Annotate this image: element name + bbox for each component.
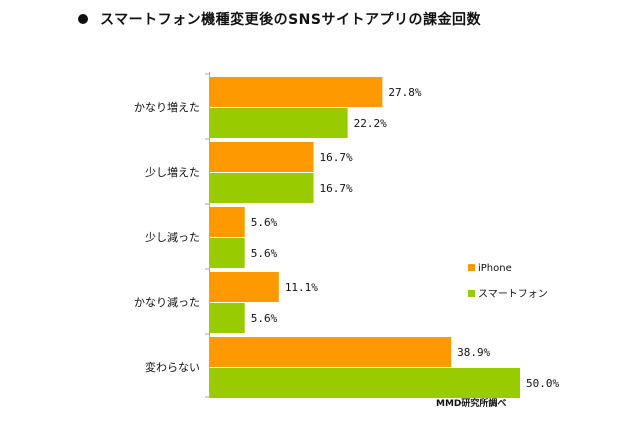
- bar-smartphone: [210, 303, 245, 333]
- data-label: 16.7%: [320, 182, 353, 195]
- bar-smartphone: [210, 108, 348, 138]
- data-label: 27.8%: [388, 86, 421, 99]
- chart-title: スマートフォン機種変更後のSNSサイトアプリの課金回数: [100, 12, 481, 28]
- bar-iphone: [210, 337, 452, 367]
- bar-iphone: [210, 272, 279, 302]
- data-label: 16.7%: [320, 151, 353, 164]
- legend-swatch-smartphone: [468, 290, 475, 297]
- bar-smartphone: [210, 173, 314, 203]
- data-label: 5.6%: [251, 312, 278, 325]
- data-label: 38.9%: [457, 346, 490, 359]
- bar-iphone: [210, 207, 245, 237]
- legend-label: スマートフォン: [478, 289, 548, 300]
- data-label: 5.6%: [251, 216, 278, 229]
- data-label: 11.1%: [285, 281, 318, 294]
- bar-iphone: [210, 77, 383, 107]
- legend-swatch-iphone: [468, 264, 475, 271]
- data-label: 22.2%: [354, 117, 387, 130]
- data-label: 50.0%: [526, 377, 559, 390]
- category-label: 少し増えた: [145, 166, 200, 179]
- category-label: 少し減った: [145, 230, 200, 244]
- bar-iphone: [210, 142, 314, 172]
- source-note: MMD研究所調べ: [436, 399, 507, 409]
- title-bullet-icon: [78, 14, 88, 24]
- category-label: かなり増えた: [134, 101, 200, 114]
- bar-smartphone: [210, 238, 245, 268]
- title-row: スマートフォン機種変更後のSNSサイトアプリの課金回数: [78, 8, 481, 30]
- legend-label: iPhone: [478, 263, 512, 274]
- data-label: 5.6%: [251, 247, 278, 260]
- category-label: かなり減った: [134, 295, 200, 309]
- bar-smartphone: [210, 368, 520, 398]
- category-label: 変わらない: [145, 360, 200, 374]
